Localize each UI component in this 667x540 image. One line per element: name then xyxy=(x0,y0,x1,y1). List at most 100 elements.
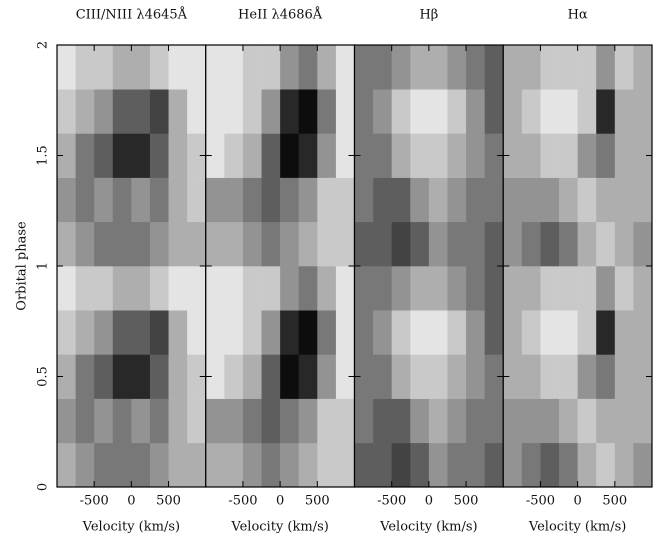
heat-cell xyxy=(540,398,560,444)
heat-cell xyxy=(112,221,132,267)
heat-cell xyxy=(261,442,281,488)
heat-cell xyxy=(75,266,95,311)
heat-cell xyxy=(317,354,337,399)
heat-cell xyxy=(187,45,207,90)
heat-cell xyxy=(224,442,244,488)
heat-cell xyxy=(521,133,541,178)
heat-cell xyxy=(521,221,541,267)
x-tick-label: 500 xyxy=(602,494,627,509)
heat-cell xyxy=(447,398,467,444)
y-tick-label: 0.5 xyxy=(36,366,51,387)
heat-cell xyxy=(410,177,430,223)
heat-cell xyxy=(224,45,244,90)
heat-cell xyxy=(521,266,541,311)
heat-cell xyxy=(94,398,114,444)
heat-cell xyxy=(280,133,300,178)
heat-cell xyxy=(75,398,95,444)
heat-cell xyxy=(614,442,634,488)
heat-cell xyxy=(391,45,411,90)
heat-cell xyxy=(298,442,318,488)
heat-cell xyxy=(261,89,281,134)
heat-cell xyxy=(503,310,523,355)
heat-cell xyxy=(317,442,337,488)
heat-cell xyxy=(466,221,485,267)
heat-cell xyxy=(521,354,541,399)
heat-cell xyxy=(335,310,355,355)
heat-cell xyxy=(391,133,411,178)
heat-cell xyxy=(633,266,653,311)
heat-cell xyxy=(559,221,578,267)
y-tick-label: 2 xyxy=(36,41,51,49)
heat-cell xyxy=(75,45,95,90)
heat-cell xyxy=(75,133,95,178)
heat-cell xyxy=(410,354,430,399)
heat-cell xyxy=(242,442,262,488)
heat-cell xyxy=(242,221,262,267)
heat-cell xyxy=(447,221,467,267)
heat-cell xyxy=(187,310,207,355)
heat-cell xyxy=(466,89,485,134)
heat-cell xyxy=(596,221,616,267)
heat-cell xyxy=(57,45,76,90)
heat-cell xyxy=(317,310,337,355)
heat-cell xyxy=(447,354,467,399)
heat-cell xyxy=(187,398,207,444)
heat-cell xyxy=(354,89,374,134)
heat-cell xyxy=(112,310,132,355)
heat-cell xyxy=(633,89,653,134)
heat-cell xyxy=(205,177,225,223)
heat-cell xyxy=(373,442,392,488)
heat-cell xyxy=(521,398,541,444)
heat-cell xyxy=(633,221,653,267)
heat-cell xyxy=(335,221,355,267)
heat-cell xyxy=(112,133,132,178)
x-tick-label: 0 xyxy=(573,494,581,509)
heat-cell xyxy=(298,89,318,134)
heat-cell xyxy=(57,133,76,178)
heat-cell xyxy=(614,354,634,399)
heat-cell xyxy=(503,89,523,134)
heat-cell xyxy=(112,442,132,488)
heat-cell xyxy=(503,133,523,178)
x-axis-label: Velocity (km/s) xyxy=(82,520,180,535)
heat-cell xyxy=(94,354,114,399)
heat-cell xyxy=(503,354,523,399)
x-tick-label: 500 xyxy=(156,494,181,509)
heat-cell xyxy=(447,89,467,134)
heat-cell xyxy=(112,398,132,444)
x-tick-label: -500 xyxy=(526,494,555,509)
heat-cell xyxy=(94,133,114,178)
heat-cell xyxy=(298,310,318,355)
heat-cell xyxy=(335,177,355,223)
heat-cell xyxy=(577,310,597,355)
heat-cell xyxy=(354,398,374,444)
heat-cell xyxy=(280,45,300,90)
heat-cell xyxy=(75,221,95,267)
heat-cell xyxy=(149,266,169,311)
heat-cell xyxy=(391,442,411,488)
heat-cell xyxy=(447,442,467,488)
heat-cell xyxy=(373,177,392,223)
heat-cell xyxy=(447,266,467,311)
heat-cell xyxy=(149,45,169,90)
heat-cell xyxy=(205,45,225,90)
x-tick-label: 0 xyxy=(127,494,135,509)
heat-cell xyxy=(503,266,523,311)
heat-cell xyxy=(57,398,76,444)
heat-cell xyxy=(149,354,169,399)
heat-cell xyxy=(298,354,318,399)
heat-cell xyxy=(614,89,634,134)
heat-cell xyxy=(242,310,262,355)
heat-cell xyxy=(94,221,114,267)
heat-cell xyxy=(280,310,300,355)
heat-cell xyxy=(261,133,281,178)
heat-cell xyxy=(75,442,95,488)
heat-cell xyxy=(261,310,281,355)
heat-cell xyxy=(633,442,653,488)
heat-cell xyxy=(205,398,225,444)
heat-cell xyxy=(317,89,337,134)
heat-cell xyxy=(633,398,653,444)
heat-cell xyxy=(410,310,430,355)
heat-cell xyxy=(484,266,504,311)
heat-cell xyxy=(559,45,578,90)
